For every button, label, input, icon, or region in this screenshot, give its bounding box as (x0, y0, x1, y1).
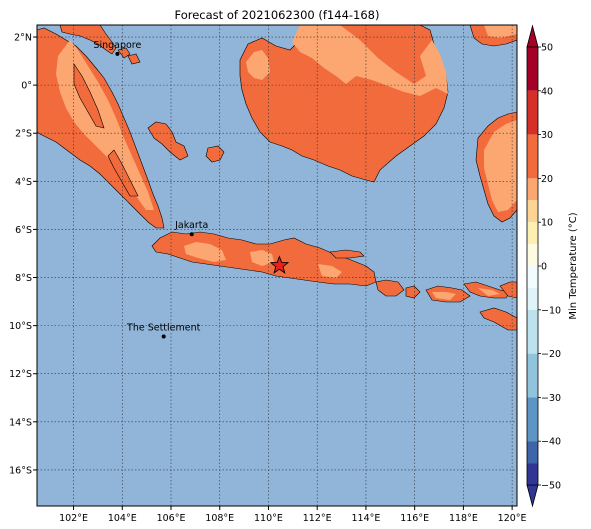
colorbar: 50 40 30 20 10 0 −10 −20 −30 −40 −50 (526, 24, 561, 508)
colorbar-tick-label: 20 (541, 174, 553, 185)
y-tick-label: 2°S (15, 129, 32, 140)
y-tick-label: 10°S (9, 321, 32, 332)
x-tick-label: 106°E (157, 513, 186, 524)
colorbar-band (527, 397, 538, 442)
landmass-borneo-mild (292, 25, 448, 96)
x-tick-label: 118°E (449, 513, 478, 524)
city-dot (161, 334, 166, 339)
landmass-flores-mild (478, 288, 500, 296)
colorbar-band (527, 222, 538, 245)
landmass-java-mild-east (250, 250, 274, 266)
colorbar-band (527, 309, 538, 354)
city-label: The Settlement (126, 322, 201, 333)
land-masses (37, 25, 517, 331)
colorbar-band (527, 266, 538, 288)
y-tick-label: 0° (21, 81, 32, 92)
colorbar-label: Min Temperature (°C) (568, 212, 579, 319)
colorbar-band (527, 353, 538, 398)
landmass-sulawesi-north-mild (484, 25, 517, 38)
colorbar-band (527, 441, 538, 464)
landmass-borneo-west-mild (246, 50, 270, 80)
y-tick-label: 6°S (15, 225, 32, 236)
landmass-sumba (479, 307, 517, 331)
x-tick-label: 110°E (254, 513, 283, 524)
colorbar-tick-label: −10 (541, 305, 561, 316)
colorbar-band (527, 287, 538, 310)
colorbar-tick-label: −30 (541, 393, 561, 404)
landmass-karimunjawa (117, 47, 131, 59)
colorbar-tick-label: 10 (541, 218, 553, 229)
city-label: Singapore (93, 40, 141, 51)
city-dot (189, 232, 194, 237)
colorbar-extend-max (526, 24, 539, 48)
landmass-sumbawa-mild (432, 292, 456, 300)
colorbar-extend-min (526, 484, 539, 508)
landmass-sulawesi-mild (484, 120, 517, 212)
y-tick-label: 14°S (9, 417, 32, 428)
x-tick-label: 112°E (303, 513, 332, 524)
colorbar-tick-label: 0 (541, 262, 547, 273)
colorbar-band (527, 134, 538, 157)
graticule (37, 25, 517, 506)
x-tick-label: 108°E (205, 513, 234, 524)
colorbar-band (527, 47, 538, 91)
landmass-bali (375, 279, 405, 297)
landmass-madura (329, 249, 365, 259)
star-marker (269, 255, 290, 274)
colorbar-band (527, 463, 538, 485)
map-frame (36, 24, 518, 507)
x-tick-label: 116°E (400, 513, 429, 524)
y-tick-label: 4°S (15, 177, 32, 188)
colorbar-band (527, 156, 538, 179)
landmass-sumatra-core-2 (107, 149, 139, 197)
map-axes: 102°E 104°E 106°E 108°E 110°E 112°E 114°E 116°E… (9, 33, 526, 524)
map-area: Singapore Jakarta The Settlement (37, 25, 517, 506)
landmass-east-nusa (499, 281, 517, 299)
y-tick-label: 8°S (15, 273, 32, 284)
colorbar-tick-label: 40 (541, 86, 553, 97)
landmass-lombok (405, 285, 421, 299)
y-tick-label: 16°S (9, 465, 32, 476)
x-tick-label: 120°E (498, 513, 527, 524)
x-tick-label: 104°E (108, 513, 137, 524)
map-title: Forecast of 2021062300 (f144-168) (175, 8, 380, 22)
colorbar-tick-label: −20 (541, 349, 561, 360)
x-tick-label: 102°E (59, 513, 88, 524)
landmass-java-mild (184, 242, 226, 262)
star-icon (269, 255, 290, 274)
y-tick-label: 2°N (14, 33, 32, 44)
landmass-lingga (127, 53, 141, 65)
city-labels: Singapore Jakarta The Settlement (93, 40, 208, 339)
landmass-java-mild-east-2 (318, 264, 342, 278)
colorbar-band (527, 178, 538, 201)
colorbar-tick-label: 30 (541, 130, 553, 141)
colorbar-band (527, 244, 538, 266)
landmass-bangka (147, 121, 189, 161)
city-label: Jakarta (174, 220, 208, 231)
y-tick-label: 12°S (9, 369, 32, 380)
colorbar-band (527, 200, 538, 223)
x-tick-label: 114°E (351, 513, 380, 524)
colorbar-band (527, 90, 538, 135)
landmass-sumatra-core (73, 63, 105, 129)
colorbar-tick-label: 50 (541, 43, 553, 54)
colorbar-tick-label: −50 (541, 481, 561, 492)
city-dot (115, 51, 120, 56)
colorbar-tick-label: −40 (541, 437, 561, 448)
landmass-malay-peninsula (59, 25, 117, 55)
